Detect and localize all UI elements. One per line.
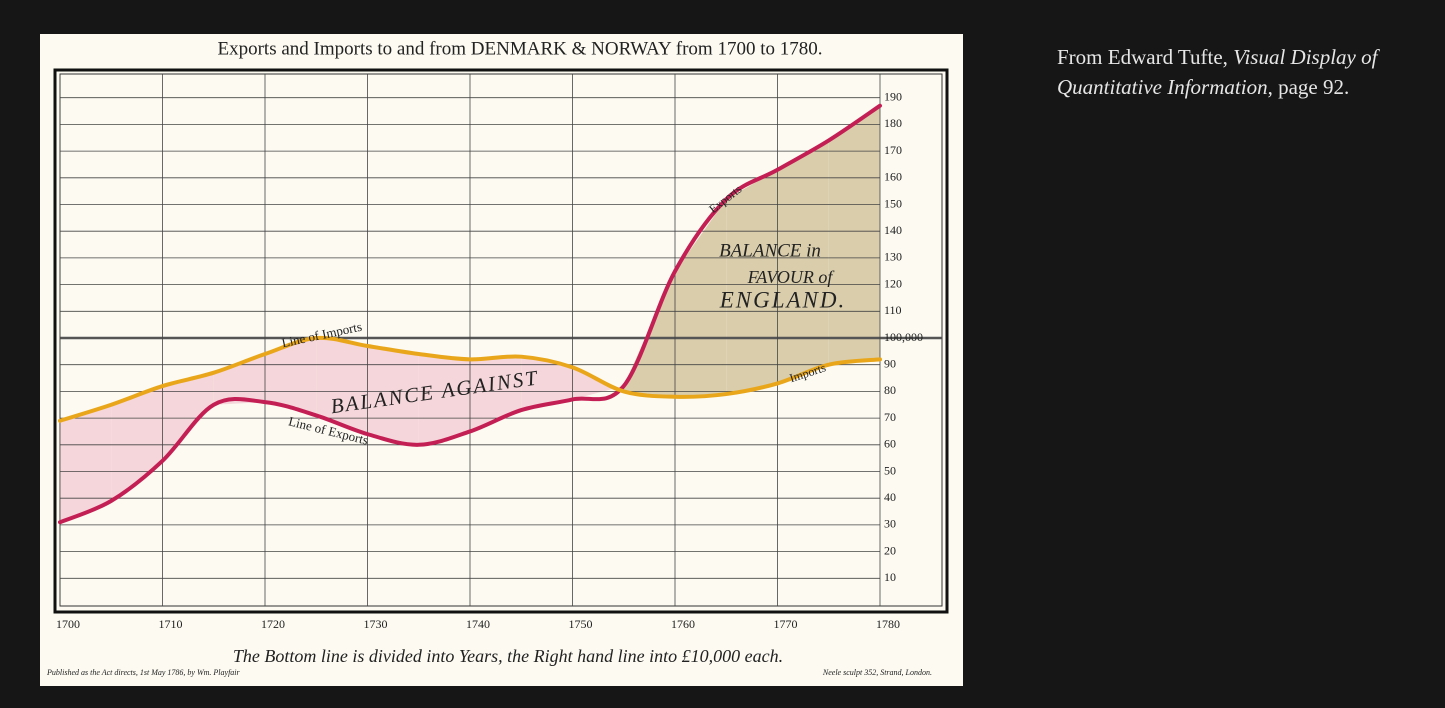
y-tick-label: 180 [884, 116, 902, 130]
x-tick-label: 1730 [364, 617, 388, 631]
x-tick-label: 1720 [261, 617, 285, 631]
frame [53, 68, 949, 614]
footer: The Bottom line is divided into Years, t… [233, 646, 783, 666]
y-tick-label: 120 [884, 276, 902, 290]
y-tick-label: 70 [884, 410, 896, 424]
balance-area [418, 354, 470, 445]
balance-area [213, 354, 265, 405]
caption-text: , page 92. [1267, 75, 1350, 99]
y-tick-label: 170 [884, 143, 902, 157]
published: Published as the Act directs, 1st May 17… [46, 668, 241, 677]
y-tick-label: 190 [884, 89, 902, 103]
y-tick-label: 20 [884, 543, 896, 557]
x-tick-label: 1750 [569, 617, 593, 631]
annotation: FAVOUR of [747, 267, 836, 287]
caption: From Edward Tufte, Visual Display of Qua… [1057, 42, 1437, 102]
chart-title: Exports and Imports to and from DENMARK … [218, 38, 823, 59]
x-tick-label: 1770 [774, 617, 798, 631]
annotation: BALANCE in [719, 240, 821, 261]
series-line [58, 335, 882, 423]
balance-area [470, 356, 522, 432]
engraver: Neele sculpt 352, Strand, London. [822, 668, 932, 677]
y-tick-label: 40 [884, 490, 896, 504]
x-tick-label: 1760 [671, 617, 695, 631]
caption-book: Visual Display of Quantitative Informati… [1057, 45, 1378, 99]
y-tick-label: 80 [884, 383, 896, 397]
x-tick-label: 1710 [159, 617, 183, 631]
y-tick-label: 10 [884, 570, 896, 584]
y-tick-label: 160 [884, 170, 902, 184]
y-tick-label: 150 [884, 196, 902, 210]
balance-area [777, 140, 829, 384]
balance-area [316, 338, 368, 435]
balance-area [675, 199, 727, 397]
balance-area [111, 386, 163, 501]
balance-area [60, 404, 112, 523]
x-tick-label: 1780 [876, 617, 900, 631]
y-tick-label: 130 [884, 250, 902, 264]
balance-area [521, 356, 573, 411]
series-line [58, 103, 882, 525]
balance-area [162, 372, 214, 461]
balance-area [265, 338, 317, 416]
y-tick-label: 60 [884, 437, 896, 451]
balance-area [828, 105, 880, 365]
y-tick-label: 140 [884, 223, 902, 237]
y-tick-label: 100,000 [884, 330, 923, 344]
caption-text: From Edward Tufte, [1057, 45, 1234, 69]
balance-area [367, 346, 419, 445]
x-tick-label: 1700 [56, 617, 80, 631]
y-tick-label: 90 [884, 356, 896, 370]
y-tick-label: 30 [884, 517, 896, 531]
y-tick-label: 50 [884, 463, 896, 477]
x-tick-label: 1740 [466, 617, 490, 631]
annotation: ENGLAND. [719, 287, 847, 312]
y-tick-label: 110 [884, 303, 902, 317]
